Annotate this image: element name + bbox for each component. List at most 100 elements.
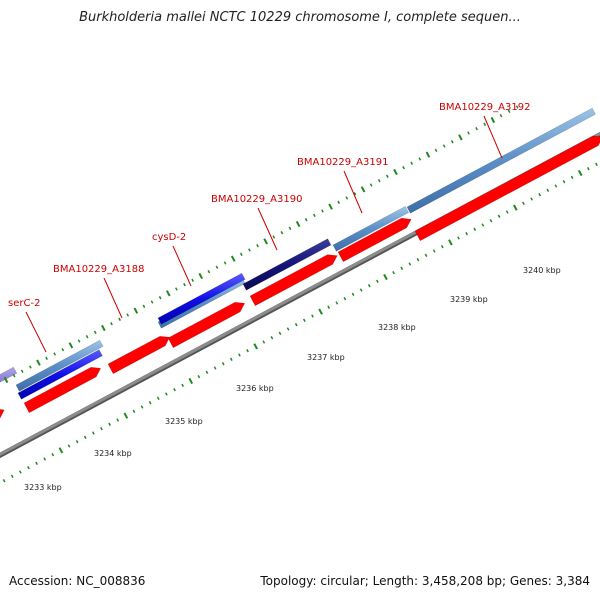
upper-tick [515,105,519,109]
scale-tick [156,396,160,401]
upper-tick [223,261,227,265]
upper-tick [507,109,511,114]
upper-tick [165,290,171,297]
upper-tick [377,178,381,183]
scale-tick [58,447,64,454]
scale-tick [513,204,518,211]
scale-tick [10,474,14,479]
scale-tick [213,366,217,370]
backbone-line [0,131,600,457]
upper-tick [450,139,454,144]
scale-label: 3233 kbp [24,483,62,492]
accession-text: Accession: NC_008836 [9,574,146,588]
upper-tick [442,144,446,148]
scale-tick [562,179,566,184]
scale-tick [262,340,266,344]
scale-tick [359,288,363,292]
scale-tick [75,439,79,444]
upper-tick [280,230,284,235]
feature-band [406,107,596,214]
upper-tick [321,209,324,213]
upper-tick [191,278,194,283]
upper-tick [272,235,276,239]
gene-leader-line [172,245,192,287]
upper-tick [288,226,292,231]
scale-tick [173,387,176,392]
upper-tick [239,252,243,257]
gene-leader-line [25,311,47,353]
upper-tick [77,339,81,343]
feature-band [242,238,332,291]
scale-tick [505,210,509,214]
scale-tick [440,244,444,249]
scale-tick [367,283,371,288]
scale-tick [302,318,306,323]
scale-tick [473,227,477,232]
upper-tick [402,165,405,170]
scale-tick [586,167,590,171]
upper-tick [207,269,211,274]
gene-leader-line [257,207,278,251]
upper-tick [410,161,414,166]
gene-label: BMA10229_A3188 [53,264,144,275]
gene-leader-line [343,170,363,214]
upper-tick [483,122,487,127]
scale-tick [148,400,152,405]
scale-tick [67,444,71,448]
upper-tick [312,213,316,218]
scale-tick [294,322,298,327]
scale-tick [570,175,574,180]
upper-tick [126,313,130,317]
gene-leader-line [483,115,503,159]
upper-tick [256,243,259,248]
upper-tick [198,272,204,280]
upper-tick [304,217,308,222]
scale-tick [416,257,420,262]
scale-tick [2,478,6,483]
cds-arrow [23,366,102,414]
upper-tick [369,183,373,187]
scale-tick [35,461,38,466]
upper-tick [360,186,366,193]
cds-arrow [249,254,338,307]
upper-tick [93,330,97,335]
gene-label: BMA10229_A3191 [297,157,388,168]
scale-tick [253,343,258,350]
upper-tick [53,352,57,356]
scale-tick [448,239,453,246]
scale-tick [27,465,30,470]
upper-tick [425,151,431,158]
upper-tick [230,255,236,262]
cds-arrow [0,409,5,419]
cds-arrow [107,335,171,375]
upper-tick [12,373,16,378]
upper-tick [345,196,349,200]
upper-tick [110,321,113,326]
topology-summary: Topology: circular; Length: 3,458,208 bp… [260,574,590,588]
upper-tick [183,282,186,287]
scale-tick [318,308,323,315]
gene-label: BMA10229_A3190 [211,194,302,205]
scale-tick [18,470,22,474]
upper-tick [475,126,479,131]
scale-tick [530,197,533,201]
scale-tick [140,405,144,409]
scale-tick [278,331,282,336]
scale-tick [165,392,168,396]
upper-tick [215,265,219,270]
upper-tick [499,113,503,118]
scale-tick [205,370,209,375]
upper-tick [101,324,106,332]
upper-tick [150,300,154,304]
upper-tick [393,168,398,176]
scale-tick [43,457,47,461]
upper-tick [490,116,496,124]
upper-tick [263,238,268,245]
upper-tick [295,220,301,228]
scale-tick [489,218,493,223]
scale-tick [197,374,201,379]
upper-tick [3,376,9,384]
cds-arrow [414,135,600,242]
scale-label: 3239 kbp [450,295,488,304]
